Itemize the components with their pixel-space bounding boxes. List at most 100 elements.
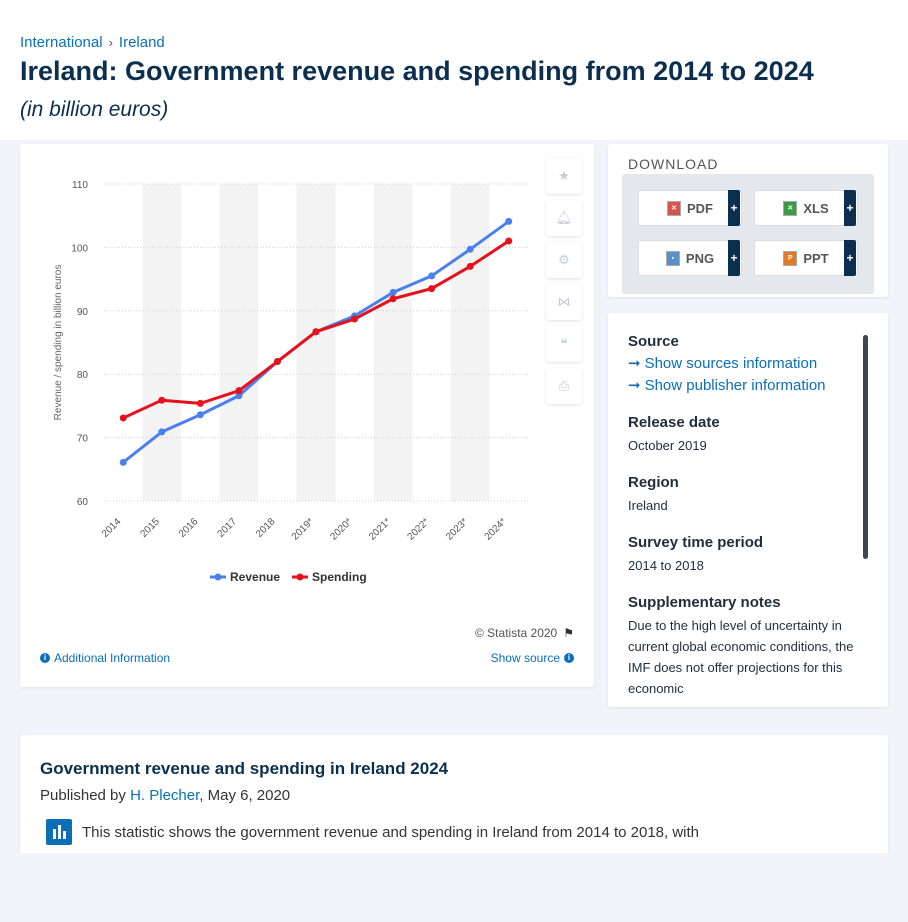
info-scrollbar[interactable] xyxy=(863,335,868,559)
spending-data-point xyxy=(235,387,243,395)
gear-icon[interactable]: ⚙ xyxy=(546,242,582,278)
column-band xyxy=(219,184,259,501)
breadcrumb-ireland[interactable]: Ireland xyxy=(118,34,165,51)
x-tick-label: 2014 xyxy=(100,516,124,540)
page-footer xyxy=(0,853,908,922)
y-axis-label: Revenue / spending in billion euros xyxy=(53,265,64,421)
x-tick-label: 2021* xyxy=(367,516,393,542)
revenue-data-point xyxy=(428,272,436,280)
flag-icon[interactable]: ⚑ xyxy=(563,626,574,640)
page-header: International › Ireland Ireland: Governm… xyxy=(0,0,908,140)
y-tick-label: 100 xyxy=(71,243,88,254)
description-text: This statistic shows the government reve… xyxy=(82,824,700,841)
show-publisher-label: Show publisher information xyxy=(644,376,826,394)
show-sources-link[interactable]: ➞ Show sources information xyxy=(628,354,858,373)
y-tick-label: 70 xyxy=(77,434,89,445)
y-tick-label: 80 xyxy=(77,370,89,381)
published-prefix: Published by xyxy=(40,787,131,804)
column-band xyxy=(373,184,413,501)
download-png-button[interactable]: ▪ PNG xyxy=(638,240,742,276)
show-sources-label: Show sources information xyxy=(644,354,818,372)
chart-toolbar: ★ 🔔︎ ⚙ ⋈ ❝ ⎙ xyxy=(546,158,582,404)
legend-spending-label: Spending xyxy=(312,570,367,584)
pdf-plus-button[interactable]: + xyxy=(728,190,740,226)
legend-revenue-marker xyxy=(214,573,222,581)
y-tick-label: 90 xyxy=(77,307,89,318)
show-publisher-link[interactable]: ➞ Show publisher information xyxy=(628,376,858,395)
bell-icon[interactable]: 🔔︎ xyxy=(546,200,582,236)
revenue-data-point xyxy=(389,288,397,296)
survey-value: 2014 to 2018 xyxy=(628,558,704,573)
notes-value: Due to the high level of uncertainty in … xyxy=(628,618,854,696)
x-tick-label: 2016 xyxy=(177,516,201,540)
spending-data-point xyxy=(158,396,166,404)
x-tick-label: 2015 xyxy=(138,516,162,540)
ppt-plus-button[interactable]: + xyxy=(844,240,856,276)
x-tick-label: 2017 xyxy=(216,516,240,540)
print-icon[interactable]: ⎙ xyxy=(546,368,582,404)
share-icon[interactable]: ⋈ xyxy=(546,284,582,320)
png-plus-button[interactable]: + xyxy=(728,240,740,276)
description-title: Government revenue and spending in Irela… xyxy=(40,759,449,778)
legend-revenue-label: Revenue xyxy=(230,570,280,584)
ppt-label: PPT xyxy=(803,250,829,266)
arrow-right-icon: ➞ xyxy=(628,355,641,372)
notes-heading: Supplementary notes xyxy=(628,594,781,611)
download-ppt-button[interactable]: P PPT xyxy=(754,240,858,276)
spending-data-point xyxy=(428,285,436,293)
revenue-data-point xyxy=(466,245,474,253)
png-file-icon: ▪ xyxy=(665,250,680,266)
chart-copyright: © Statista 2020 ⚑ xyxy=(475,626,574,640)
breadcrumb-international[interactable]: International xyxy=(20,34,103,51)
statistic-icon xyxy=(46,819,72,845)
download-xls-button[interactable]: ✕ XLS xyxy=(754,190,858,226)
xls-label: XLS xyxy=(803,200,829,216)
download-card: DOWNLOAD ✕ PDF + ✕ XLS + ▪ PNG + P PPT + xyxy=(608,144,888,297)
x-tick-label: 2019* xyxy=(290,516,316,542)
spending-data-point xyxy=(119,414,127,422)
info-icon: i xyxy=(564,653,574,663)
quote-icon[interactable]: ❝ xyxy=(546,326,582,362)
author-link[interactable]: H. Plecher xyxy=(130,787,200,804)
chart-card: 60 70 80 90 100 110 Revenue / spending in bill… xyxy=(20,144,594,687)
x-tick-label: 2023* xyxy=(444,516,470,542)
revenue-data-point xyxy=(235,392,243,400)
x-tick-label: 2024* xyxy=(483,516,509,542)
revenue-data-point xyxy=(196,411,204,419)
source-heading: Source xyxy=(628,333,679,350)
region-heading: Region xyxy=(628,474,679,491)
xls-file-icon: ✕ xyxy=(783,200,798,216)
spending-data-point xyxy=(389,295,397,303)
xls-plus-button[interactable]: + xyxy=(844,190,856,226)
page-subtitle: (in billion euros) xyxy=(20,98,169,121)
additional-information-link[interactable]: i Additional Information xyxy=(40,651,170,665)
y-tick-label: 110 xyxy=(72,180,88,191)
breadcrumb: International › Ireland xyxy=(20,34,165,51)
download-pdf-button[interactable]: ✕ PDF xyxy=(638,190,742,226)
column-band xyxy=(142,184,182,501)
x-tick-label: 2020* xyxy=(328,516,354,542)
bar-chart-icon xyxy=(53,825,66,839)
additional-information-label: Additional Information xyxy=(54,651,171,665)
column-band xyxy=(450,184,490,501)
survey-heading: Survey time period xyxy=(628,534,764,551)
ppt-file-icon: P xyxy=(783,250,798,266)
release-heading: Release date xyxy=(628,414,720,431)
x-tick-label: 2018 xyxy=(254,516,278,540)
spending-data-point xyxy=(196,399,204,407)
page-title: Ireland: Government revenue and spending… xyxy=(20,56,814,86)
source-info-card: Source ➞ Show sources information ➞ Show… xyxy=(608,313,888,707)
pdf-label: PDF xyxy=(687,200,713,216)
star-icon[interactable]: ★ xyxy=(546,158,582,194)
pdf-file-icon: ✕ xyxy=(667,200,681,216)
region-value: Ireland xyxy=(628,498,668,513)
arrow-right-icon: ➞ xyxy=(628,377,641,394)
spending-data-point xyxy=(505,237,513,245)
x-tick-label: 2022* xyxy=(405,516,431,542)
png-label: PNG xyxy=(685,250,715,266)
revenue-data-point xyxy=(119,458,127,466)
download-title: DOWNLOAD xyxy=(628,156,719,172)
info-icon: i xyxy=(40,653,50,663)
show-source-link[interactable]: Show source i xyxy=(491,651,574,665)
breadcrumb-separator-icon: › xyxy=(108,35,113,50)
